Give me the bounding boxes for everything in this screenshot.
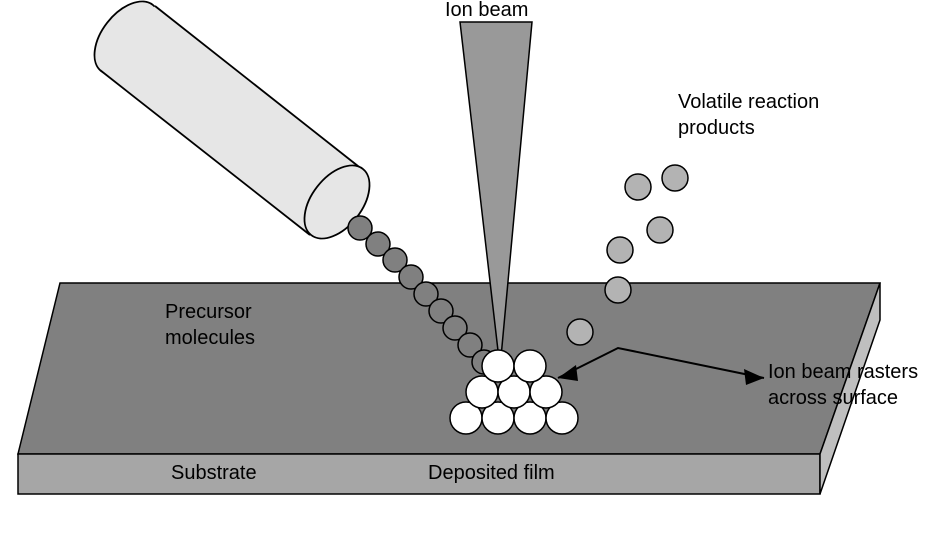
raster-line2: across surface bbox=[768, 387, 898, 409]
raster-line1: Ion beam rasters bbox=[768, 361, 918, 383]
raster-label: Ion beam rasters across surface bbox=[768, 359, 918, 411]
precursor-label: Precursor molecules bbox=[165, 299, 255, 351]
volatile-line1: Volatile reaction bbox=[678, 91, 819, 113]
ion-beam-label: Ion beam bbox=[445, 0, 528, 23]
volatile-products-label: Volatile reaction products bbox=[678, 89, 819, 141]
precursor-line2: molecules bbox=[165, 327, 255, 349]
ion-beam-diagram: Ion beam Volatile reaction products Prec… bbox=[0, 0, 937, 551]
volatile-line2: products bbox=[678, 117, 755, 139]
substrate-label: Substrate bbox=[171, 460, 257, 486]
precursor-line1: Precursor bbox=[165, 301, 252, 323]
substrate-front bbox=[18, 454, 820, 494]
deposited-film-label: Deposited film bbox=[428, 460, 555, 486]
